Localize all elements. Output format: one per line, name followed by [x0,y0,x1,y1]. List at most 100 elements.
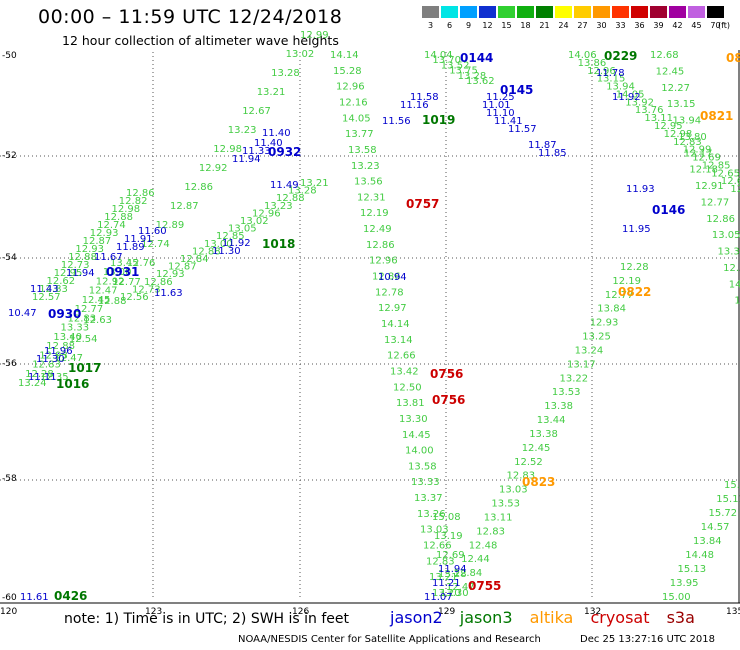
jason2-swh-value: 11.49 [270,180,299,191]
swh-observation: 12.99 [683,145,712,156]
swh-observation: 12.82 [119,196,148,207]
swh-observation: 12.86 [372,272,401,283]
swh-observation: 13.25 [582,332,611,343]
jason2-swh-value: 11.56 [382,116,411,127]
swh-observation: 13.21 [300,178,329,189]
swh-observation: 12.78 [375,287,404,298]
swh-observation: 13.45 [110,258,139,269]
swh-observation: 13.75 [449,66,478,77]
pass-id-jason2: 0930 [48,307,81,321]
swh-observation: 13.80 [678,132,707,143]
swh-observation: 12.88 [104,212,133,223]
swh-observation: 12.17 [684,148,713,159]
pass-id-cryosat: 0756 [432,393,465,407]
color-scale-unit: (ft) [718,21,731,30]
swh-observation: 12.45 [522,443,551,454]
jason2-swh-value: 11.30 [36,354,65,365]
swh-observation: 13.58 [348,145,377,156]
color-scale-label: 18 [520,21,531,30]
swh-observation: 12.93 [75,244,104,255]
swh-observation: 12.93 [90,228,119,239]
color-scale-label: 15 [501,21,512,30]
swh-observation: 12.50 [393,382,422,393]
color-swatch [707,6,724,18]
swh-observation: 12.86 [144,277,173,288]
swh-observation: 13.28 [458,71,487,82]
swh-observation: 12.19 [612,276,641,287]
swh-observation: 12.86 [706,214,735,225]
swh-observation: 13.84 [693,536,722,547]
color-scale-label: 30 [596,21,607,30]
swh-observation: 15.00 [662,592,691,603]
color-swatch [688,6,705,18]
swh-observation: 14.13 [734,296,740,307]
swh-observation: 12.98 [112,204,141,215]
swh-observation: 13.00 [204,239,233,250]
legend-jason2: jason2 [390,608,443,627]
jason2-swh-value: 10.94 [378,272,407,283]
swh-observation: 13.33 [411,477,440,488]
swh-observation: 13.33 [61,323,90,334]
swh-observation: 13.81 [396,398,425,409]
swh-observation: 15.28 [333,66,362,77]
swh-observation: 12.85 [702,160,731,171]
color-scale-label: 24 [558,21,569,30]
jason2-swh-value: 11.11 [28,372,57,383]
swh-observation: 14.07 [729,279,740,290]
swh-observation: 12.86 [366,240,395,251]
swh-observation: 14.06 [568,50,597,61]
jason2-swh-value: 11.93 [626,184,655,195]
jason2-swh-value: 11.07 [424,592,453,603]
swh-observation: 12.56 [120,292,149,303]
swh-observation: 12.67 [242,106,271,117]
swh-observation: 12.85 [216,231,245,242]
swh-observation: 13.11 [644,113,673,124]
swh-observation: 12.52 [514,457,543,468]
jason2-swh-value: 11.89 [116,242,145,253]
swh-observation: 12.75 [730,184,740,195]
legend-cryosat: cryosat [590,608,650,627]
swh-observation: 13.23 [228,125,257,136]
swh-observation: 13.19 [434,531,463,542]
swh-observation: 12.27 [661,83,690,94]
color-swatch [669,6,686,18]
satellite-tracks: 13.2412.2812.8312.9312.8813.4013.3312.83… [18,30,740,603]
swh-observation: 13.62 [466,76,495,87]
swh-observation: 12.31 [357,192,386,203]
swh-observation: 12.28 [620,262,649,273]
axis-tick-labels: -50 -52 -54 -56 -58 -60 120 123 126 129 132 135 [0,51,740,617]
swh-observation: 12.83 [39,284,68,295]
swh-observation: 12.66 [423,541,452,552]
swh-observation: 13.05 [228,224,257,235]
swh-observation: 12.76 [127,258,156,269]
swh-observation: 12.98 [213,144,242,155]
swh-observation: 15.08 [432,512,461,523]
swh-observation: 12.63 [721,176,740,187]
swh-observation: 13.24 [575,346,604,357]
swh-observation: 15.13 [678,564,707,575]
swh-observation: 12.16 [339,98,368,109]
color-swatch [498,6,515,18]
swh-observation: 15.36 [724,480,740,491]
satellite-legend: jason2 jason3 altika cryosat s3a [390,608,707,627]
swh-observation: 12.86 [184,182,213,193]
pass-id-cryosat: 0756 [430,367,463,381]
swh-observation: 12.87 [170,201,199,212]
swh-observation: 13.94 [606,82,635,93]
jason2-swh-value: 11.01 [482,100,511,111]
swh-observation: 13.15 [667,99,696,110]
swh-observation: 13.26 [417,509,446,520]
swh-observation: 13.37 [718,247,740,258]
pass-id-cryosat: 0755 [468,579,501,593]
swh-observation: 12.98 [664,129,693,140]
swh-observation: 12.95 [54,268,83,279]
swh-observation: 13.84 [597,304,626,315]
swh-observation: 12.69 [692,153,721,164]
swh-observation: 13.14 [384,335,413,346]
jason2-swh-value: 11.95 [622,224,651,235]
lon-tick-label: 132 [584,607,601,617]
swh-observation: 12.92 [199,163,228,174]
pass-id-jason3: 1018 [262,237,295,251]
jason2-swh-value: 11.94 [232,154,261,165]
